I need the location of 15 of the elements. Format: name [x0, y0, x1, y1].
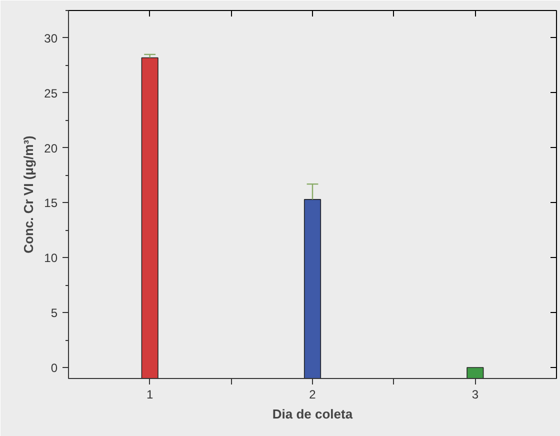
y-tick-label: 20 — [44, 141, 58, 156]
y-tick-label: 25 — [44, 86, 58, 100]
y-tick-label: 15 — [44, 196, 58, 210]
y-tick-label: 30 — [44, 31, 58, 46]
bar — [304, 199, 322, 378]
x-axis-title: Dia de coleta — [272, 406, 354, 422]
x-tick-label: 1 — [146, 388, 154, 402]
y-tick-label: 5 — [50, 306, 58, 320]
y-tick-label: 10 — [44, 251, 58, 266]
bar — [141, 57, 158, 378]
y-axis-title: Conc. Cr VI (μg/m³) — [21, 136, 36, 254]
x-tick-label: 2 — [309, 388, 316, 402]
bar — [466, 367, 484, 378]
x-tick-label: 3 — [472, 388, 479, 402]
y-tick-label: 0 — [50, 361, 58, 376]
